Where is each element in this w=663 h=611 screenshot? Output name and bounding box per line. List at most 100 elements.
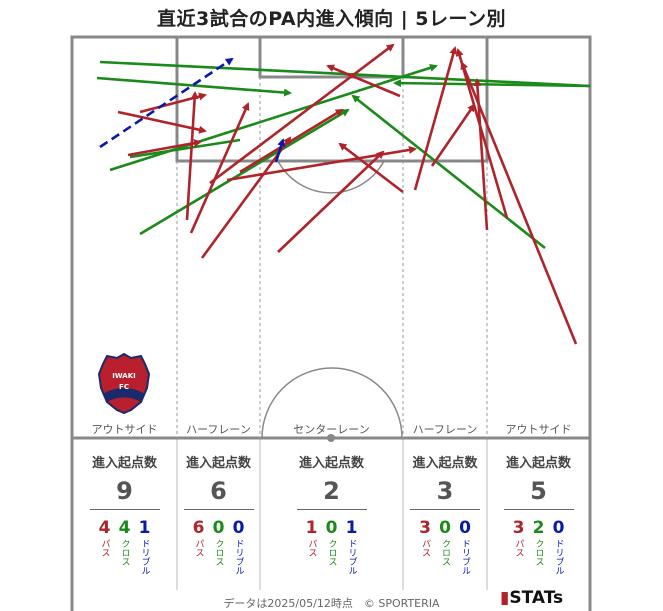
cross-arrow xyxy=(139,108,350,236)
pass-count: 4 xyxy=(98,518,111,538)
cross-count: 0 xyxy=(325,518,338,538)
cross-count: 4 xyxy=(118,518,131,538)
stat-total: 3 xyxy=(436,477,454,505)
cross-arrow xyxy=(96,76,292,97)
stat-total: 2 xyxy=(323,477,340,505)
pass-label: パス xyxy=(99,539,110,557)
pass-count: 1 xyxy=(305,518,318,538)
stats-logo-icon: ▮ xyxy=(500,588,510,608)
pass-label: パス xyxy=(306,539,317,557)
stat-breakdown: 3 パス 0 クロス 0 ドリブル xyxy=(403,518,487,575)
stat-total: 6 xyxy=(210,477,227,505)
pass-arrow xyxy=(127,139,202,157)
dribble-count: 0 xyxy=(459,518,471,538)
pass-arrow xyxy=(430,103,476,167)
stat-heading: 進入起点数 xyxy=(298,456,364,471)
dribble-count: 1 xyxy=(345,518,358,538)
dribble-arrow xyxy=(274,138,285,163)
pass-arrow xyxy=(326,64,401,98)
cross-arrow xyxy=(393,79,591,88)
stat-divider xyxy=(503,509,574,510)
pass-arrow xyxy=(277,150,385,253)
footer-note: データは2025/05/12時点 © SPORTERIA xyxy=(223,597,440,610)
lane-stats-center: 進入起点数 2 1 パス 0 クロス 1 ドリブル xyxy=(260,452,403,575)
dribble-label: ドリブル xyxy=(233,539,244,575)
stat-total: 9 xyxy=(116,477,133,505)
lane-label-left-outside: アウトサイド xyxy=(91,423,158,436)
lane-stats-right-half: 進入起点数 3 3 パス 0 クロス 0 ドリブル xyxy=(403,452,487,575)
dribble-label: ドリブル xyxy=(460,539,470,575)
lane-stats-right-outside: 進入起点数 5 3 パス 2 クロス 0 ドリブル xyxy=(487,452,590,575)
dribble-arrows xyxy=(99,57,285,163)
cross-count: 2 xyxy=(532,518,545,538)
stats-logo: ▮STATs xyxy=(500,588,563,608)
stat-divider xyxy=(183,509,254,510)
stat-breakdown: 1 パス 0 クロス 1 ドリブル xyxy=(260,518,403,575)
stat-breakdown: 4 パス 4 クロス 1 ドリブル xyxy=(72,518,177,575)
crest-bottom-text: FC xyxy=(119,383,129,391)
cross-count: 0 xyxy=(212,518,225,538)
stat-breakdown: 6 パス 0 クロス 0 ドリブル xyxy=(177,518,260,575)
goal-area xyxy=(258,37,405,79)
cross-label: クロス xyxy=(440,539,450,566)
stat-heading: 進入起点数 xyxy=(412,456,478,471)
pass-label: パス xyxy=(513,539,524,557)
cross-label: クロス xyxy=(326,539,337,566)
pass-label: パス xyxy=(193,539,204,557)
dribble-label: ドリブル xyxy=(139,539,150,575)
cross-label: クロス xyxy=(533,539,544,566)
cross-arrows xyxy=(96,60,591,250)
stats-logo-text: STATs xyxy=(509,588,564,608)
stat-divider xyxy=(89,509,160,510)
pass-arrow xyxy=(189,102,250,234)
dribble-label: ドリブル xyxy=(553,539,564,575)
stat-heading: 進入起点数 xyxy=(91,456,157,471)
stat-breakdown: 3 パス 2 クロス 0 ドリブル xyxy=(487,518,590,575)
pass-arrow xyxy=(239,108,344,174)
crest-top-text: IWAKI xyxy=(112,372,135,380)
pass-arrow xyxy=(455,48,509,219)
club-crest: IWAKI FC xyxy=(97,352,151,414)
dribble-count: 1 xyxy=(138,518,151,538)
stat-total: 5 xyxy=(530,477,547,505)
penalty-arc xyxy=(277,160,385,194)
pass-count: 3 xyxy=(419,518,431,538)
cross-arrow xyxy=(129,138,241,159)
pass-label: パス xyxy=(420,539,430,557)
page-title: 直近3試合のPA内進入傾向 | 5レーン別 xyxy=(156,8,507,30)
stat-heading: 進入起点数 xyxy=(185,456,251,471)
cross-count: 0 xyxy=(439,518,451,538)
pass-count: 6 xyxy=(192,518,205,538)
lane-label-right-outside: アウトサイド xyxy=(505,423,572,436)
cross-arrow xyxy=(351,94,546,250)
lane-label-left-half: ハーフレーン xyxy=(186,423,251,436)
dribble-label: ドリブル xyxy=(346,539,357,575)
lane-stats-left-outside: 進入起点数 9 4 パス 4 クロス 1 ドリブル xyxy=(72,452,177,575)
stat-divider xyxy=(296,509,367,510)
pass-arrow xyxy=(200,136,292,259)
pass-arrow xyxy=(185,91,199,221)
lane-label-right-half: ハーフレーン xyxy=(412,423,478,436)
pass-count: 3 xyxy=(512,518,525,538)
penalty-area xyxy=(175,37,489,163)
pass-arrow xyxy=(338,142,404,194)
cross-label: クロス xyxy=(213,539,224,566)
lane-label-center: センターレーン xyxy=(293,423,370,436)
center-circle xyxy=(261,367,403,439)
lane-stats-left-half: 進入起点数 6 6 パス 0 クロス 0 ドリブル xyxy=(177,452,260,575)
stat-divider xyxy=(410,509,480,510)
pitch-outline xyxy=(70,35,592,611)
pass-arrow xyxy=(460,61,578,345)
pass-arrow xyxy=(413,46,458,191)
pass-arrows xyxy=(117,43,578,345)
dribble-count: 0 xyxy=(232,518,245,538)
pass-arrow xyxy=(209,43,395,185)
cross-label: クロス xyxy=(119,539,130,566)
dribble-count: 0 xyxy=(552,518,565,538)
stat-heading: 進入起点数 xyxy=(505,456,571,471)
pass-arrow xyxy=(473,78,489,231)
dribble-arrow xyxy=(99,57,234,149)
pass-arrow xyxy=(117,110,207,134)
center-spot xyxy=(327,434,335,442)
